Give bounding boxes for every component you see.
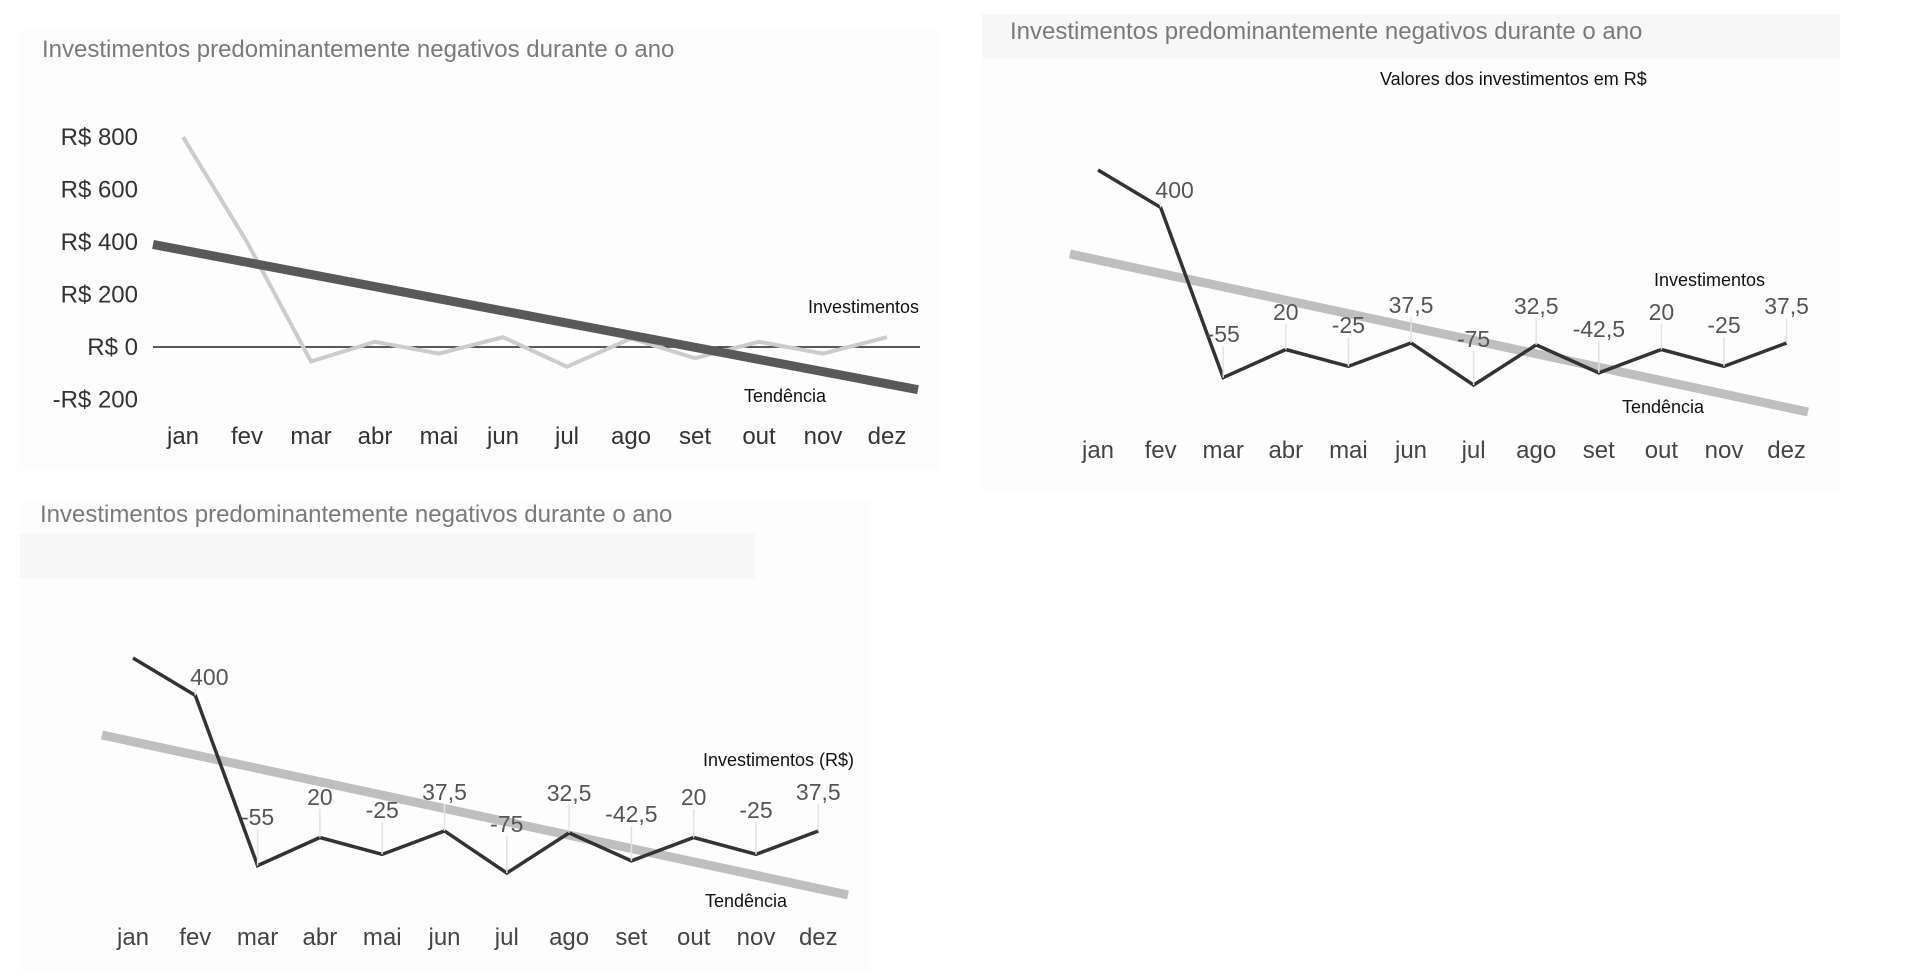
data-label-mar: -55 [241,804,274,830]
x-tick-label-mai: mai [363,924,402,951]
series-label-investimentos: Investimentos [808,297,919,317]
y-tick-label: R$ 0 [87,334,138,361]
x-tick-label-dez: dez [868,423,907,450]
series-line-investimentos [183,137,887,367]
data-label-nov: -25 [739,797,772,823]
x-tick-label-dez: dez [1767,437,1806,464]
data-label-ago: 32,5 [1514,293,1559,319]
x-tick-label-nov: nov [804,423,843,450]
data-label-fev: 400 [190,664,228,690]
x-tick-label-jul: jul [1461,437,1486,464]
data-label-jun: 37,5 [422,779,467,805]
data-label-ago: 32,5 [547,780,592,806]
x-tick-label-jun: jun [427,924,460,951]
x-tick-label-mar: mar [290,423,331,450]
y-tick-label: R$ 800 [61,124,138,151]
y-tick-label: R$ 600 [61,177,138,204]
x-tick-label-jul: jul [494,924,519,951]
chart-panel-2: Investimentos predominantemente negativo… [982,14,1840,490]
data-label-dez: 37,5 [796,779,841,805]
chart-panel-3: Investimentos predominantemente negativo… [20,500,870,970]
x-tick-label-ago: ago [1516,437,1556,464]
data-label-fev: 400 [1155,177,1193,203]
x-tick-label-set: set [615,924,647,951]
x-tick-label-jan: jan [116,924,149,951]
data-label-jul: -75 [1457,326,1490,352]
x-tick-label-nov: nov [737,924,776,951]
x-tick-label-jun: jun [486,423,519,450]
x-tick-label-mai: mai [1329,437,1368,464]
chart-subtitle: Valores dos investimentos em R$ [1380,69,1647,89]
y-tick-label: -R$ 200 [53,386,138,413]
x-tick-label-jul: jul [554,423,579,450]
y-tick-label: R$ 200 [61,282,138,309]
x-tick-label-ago: ago [611,423,651,450]
x-tick-label-jan: jan [1081,437,1114,464]
data-label-mai: -25 [1332,312,1365,338]
x-tick-label-fev: fev [231,423,263,450]
x-tick-label-ago: ago [549,924,589,951]
series-label-investimentos: Investimentos [1654,270,1765,290]
series-label-tendencia: Tendência [1622,397,1705,417]
x-tick-label-mai: mai [420,423,459,450]
data-label-jun: 37,5 [1389,292,1434,318]
x-tick-label-set: set [1583,437,1615,464]
data-label-mai: -25 [366,797,399,823]
x-tick-label-abr: abr [303,924,338,951]
series-label-tendencia: Tendência [705,891,788,911]
line-chart-1: R$ 800 R$ 600 R$ 400 R$ 200 R$ 0 -R$ 200 jan fe… [18,30,940,470]
data-label-nov: -25 [1707,312,1740,338]
x-tick-label-out: out [677,924,711,951]
y-tick-label: R$ 400 [61,229,138,256]
data-label-abr: 20 [1273,299,1299,325]
x-tick-label-dez: dez [799,924,838,951]
x-tick-label-jan: jan [166,423,199,450]
x-tick-label-abr: abr [1268,437,1303,464]
data-label-dez: 37,5 [1764,293,1809,319]
chart-panel-1: Investimentos predominantemente negativo… [18,30,940,470]
series-label-tendencia: Tendência [744,386,827,406]
x-tick-label-jun: jun [1394,437,1427,464]
series-label-investimentos-r: Investimentos (R$) [703,750,854,770]
data-label-set: -42,5 [1573,316,1625,342]
x-tick-label-out: out [742,423,776,450]
x-tick-label-mar: mar [1203,437,1244,464]
data-label-mar: -55 [1207,321,1240,347]
data-label-set: -42,5 [605,801,657,827]
x-tick-label-mar: mar [237,924,278,951]
x-tick-label-out: out [1645,437,1679,464]
x-tick-label-fev: fev [179,924,211,951]
x-tick-label-nov: nov [1705,437,1744,464]
series-line-tendencia [153,244,918,389]
x-tick-label-fev: fev [1145,437,1177,464]
x-tick-label-abr: abr [358,423,393,450]
data-label-out: 20 [681,784,707,810]
data-label-abr: 20 [307,784,333,810]
data-label-jul: -75 [490,811,523,837]
x-tick-label-set: set [679,423,711,450]
data-label-out: 20 [1649,299,1675,325]
